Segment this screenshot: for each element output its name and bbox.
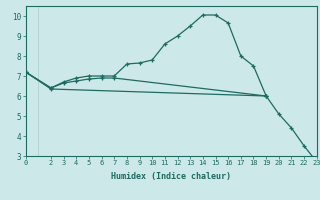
X-axis label: Humidex (Indice chaleur): Humidex (Indice chaleur) bbox=[111, 172, 231, 181]
